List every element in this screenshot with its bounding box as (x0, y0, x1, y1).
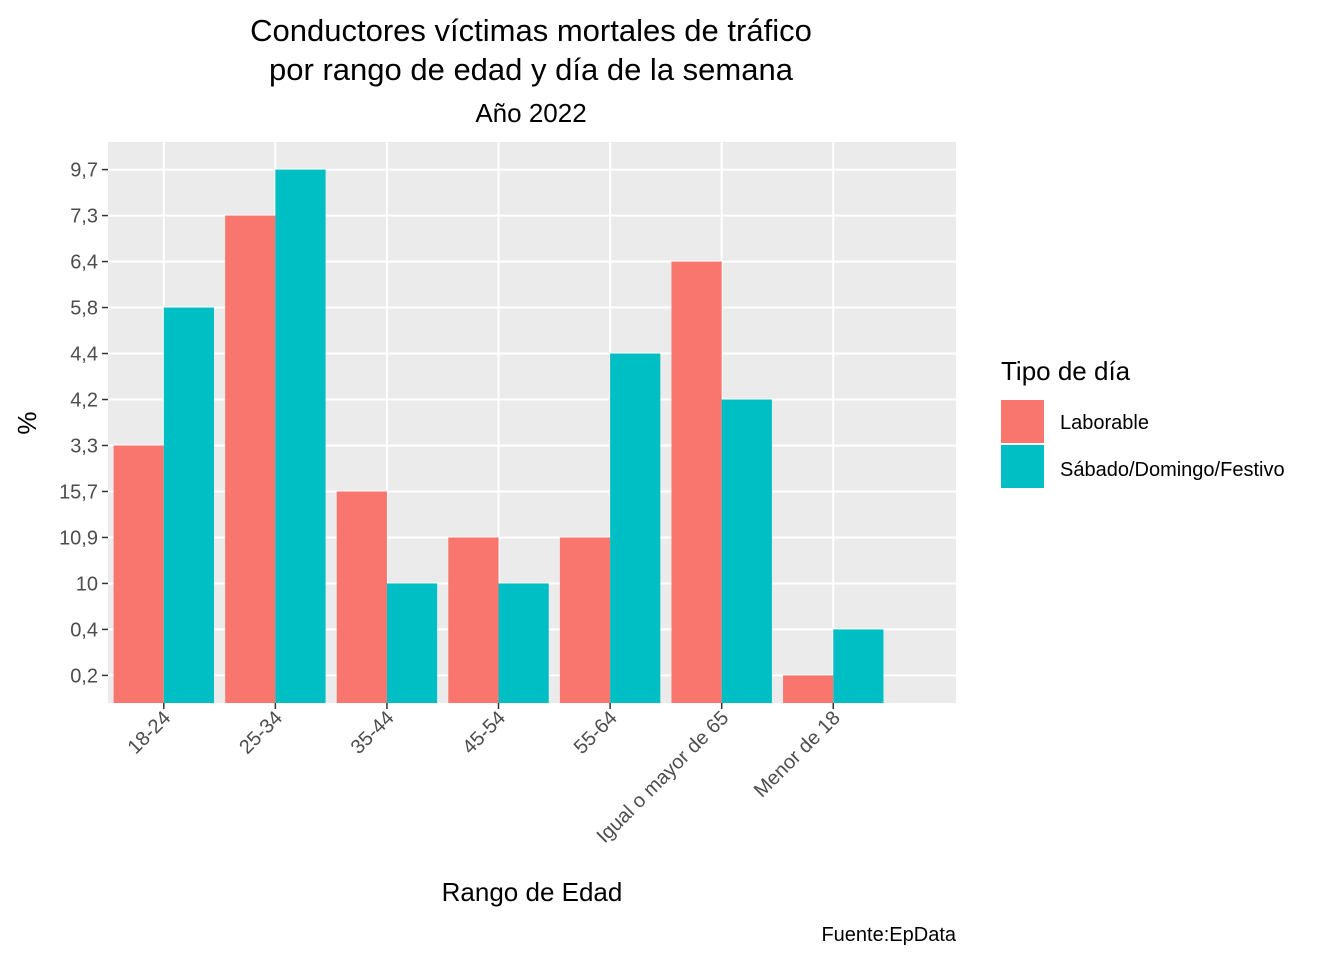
y-tick-label: 6,4 (70, 252, 98, 274)
y-tick-label: 10 (76, 573, 98, 595)
y-axis: 0,2 0,4 10 10,9 15,7 3,3 4,2 4,4 5,8 6,4 7,3 9,7 (59, 160, 108, 687)
bar-festivo-5 (721, 399, 772, 703)
legend-label-festivo: Sábado/Domingo/Festivo (1060, 459, 1285, 481)
legend-label-laborable: Laborable (1060, 412, 1149, 434)
y-tick-label: 4,4 (70, 344, 98, 366)
caption: Fuente:EpData (821, 924, 956, 946)
bar-festivo-0 (163, 307, 214, 703)
legend-title: Tipo de día (1001, 356, 1131, 386)
legend-swatch-festivo (1001, 445, 1044, 488)
x-axis-title: Rango de Edad (442, 877, 623, 907)
bar-festivo-6 (833, 629, 884, 703)
y-tick-label: 0,4 (70, 619, 98, 641)
x-tick-label: 35-44 (347, 707, 399, 759)
bar-laborable-1 (225, 215, 276, 703)
chart-title-line-2: por rango de edad y día de la semana (269, 52, 794, 87)
title-group: Conductores víctimas mortales de tráfico… (250, 13, 812, 128)
bar-festivo-4 (610, 353, 661, 703)
bar-laborable-0 (113, 445, 164, 703)
bar-festivo-1 (275, 169, 326, 704)
bar-laborable-3 (448, 537, 499, 703)
y-tick-label: 4,2 (70, 390, 98, 412)
x-tick-label: Menor de 18 (750, 707, 845, 802)
x-tick-label: 25-34 (235, 707, 287, 759)
legend-swatch-laborable (1001, 400, 1044, 443)
y-tick-label: 5,8 (70, 298, 98, 320)
y-tick-label: 15,7 (59, 481, 98, 503)
y-tick-label: 9,7 (70, 160, 98, 182)
chart-subtitle: Año 2022 (475, 98, 586, 128)
chart-title-line-1: Conductores víctimas mortales de tráfico (250, 13, 812, 48)
bar-festivo-2 (386, 583, 438, 703)
y-tick-label: 7,3 (70, 206, 98, 228)
y-tick-label: 10,9 (59, 527, 98, 549)
x-tick-label: 45-54 (458, 707, 510, 759)
bars (113, 169, 884, 704)
y-axis-title: % (12, 411, 42, 434)
y-tick-label: 0,2 (70, 665, 98, 687)
bar-laborable-5 (671, 261, 722, 703)
bar-festivo-3 (498, 583, 549, 703)
x-tick-label: 55-64 (570, 707, 622, 759)
x-tick-label: 18-24 (124, 707, 176, 759)
bar-laborable-4 (559, 537, 611, 703)
legend: Tipo de día Laborable Sábado/Domingo/Fes… (1001, 356, 1285, 488)
bar-laborable-6 (783, 675, 834, 703)
y-tick-label: 3,3 (70, 435, 98, 457)
bar-laborable-2 (336, 491, 387, 703)
